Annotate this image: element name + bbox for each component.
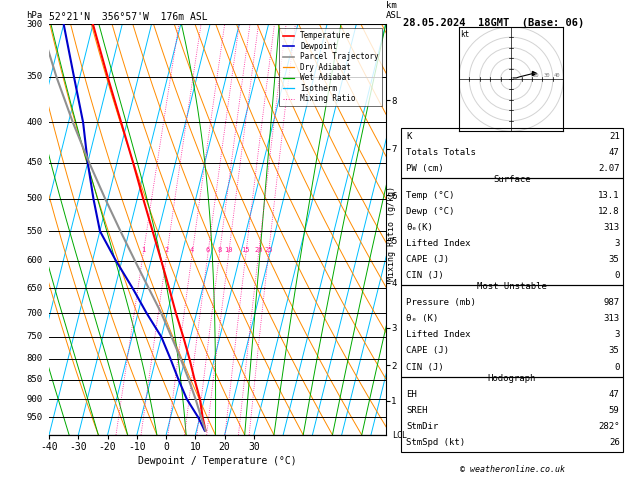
Text: 15: 15 — [242, 247, 250, 253]
Text: 20: 20 — [533, 73, 540, 78]
Legend: Temperature, Dewpoint, Parcel Trajectory, Dry Adiabat, Wet Adiabat, Isotherm, Mi: Temperature, Dewpoint, Parcel Trajectory… — [279, 28, 382, 106]
Text: SREH: SREH — [406, 406, 428, 415]
Text: 59: 59 — [609, 406, 620, 415]
Text: Pressure (mb): Pressure (mb) — [406, 298, 476, 307]
Text: 3: 3 — [614, 330, 620, 339]
Text: 52°21'N  356°57'W  176m ASL: 52°21'N 356°57'W 176m ASL — [49, 12, 208, 22]
Text: Lifted Index: Lifted Index — [406, 239, 471, 248]
X-axis label: Dewpoint / Temperature (°C): Dewpoint / Temperature (°C) — [138, 456, 297, 466]
Text: 13.1: 13.1 — [598, 191, 620, 200]
Text: 47: 47 — [609, 390, 620, 399]
Text: 4: 4 — [190, 247, 194, 253]
Text: 2: 2 — [165, 247, 169, 253]
Text: Lifted Index: Lifted Index — [406, 330, 471, 339]
Text: 313: 313 — [603, 314, 620, 323]
Text: θₑ(K): θₑ(K) — [406, 223, 433, 232]
Text: 35: 35 — [609, 347, 620, 355]
Text: 47: 47 — [609, 148, 620, 156]
Text: EH: EH — [406, 390, 417, 399]
Text: LCL: LCL — [392, 431, 408, 439]
Text: 987: 987 — [603, 298, 620, 307]
Text: 35: 35 — [609, 255, 620, 264]
Text: Mixing Ratio (g/kg): Mixing Ratio (g/kg) — [387, 186, 396, 281]
Text: CIN (J): CIN (J) — [406, 363, 444, 371]
Text: 350: 350 — [26, 72, 42, 81]
Text: 850: 850 — [26, 375, 42, 384]
Text: 40: 40 — [554, 73, 560, 78]
Text: kt: kt — [460, 30, 469, 39]
Text: 550: 550 — [26, 226, 42, 236]
Text: 0: 0 — [614, 363, 620, 371]
Text: 6: 6 — [206, 247, 210, 253]
Text: 12.8: 12.8 — [598, 207, 620, 216]
Text: 600: 600 — [26, 256, 42, 265]
Text: 950: 950 — [26, 413, 42, 422]
Text: hPa: hPa — [26, 11, 42, 20]
Text: 282°: 282° — [598, 422, 620, 431]
Text: 20: 20 — [254, 247, 262, 253]
Text: CIN (J): CIN (J) — [406, 271, 444, 280]
Text: 900: 900 — [26, 395, 42, 403]
Text: 700: 700 — [26, 309, 42, 318]
Text: 1: 1 — [141, 247, 145, 253]
Text: CAPE (J): CAPE (J) — [406, 255, 449, 264]
Text: 800: 800 — [26, 354, 42, 364]
Text: 0: 0 — [614, 271, 620, 280]
Text: Dewp (°C): Dewp (°C) — [406, 207, 455, 216]
Text: CAPE (J): CAPE (J) — [406, 347, 449, 355]
Text: km
ASL: km ASL — [386, 1, 402, 20]
Text: 8: 8 — [217, 247, 221, 253]
Text: 400: 400 — [26, 118, 42, 127]
Text: 26: 26 — [609, 438, 620, 447]
Text: 30: 30 — [543, 73, 550, 78]
Text: 2.07: 2.07 — [598, 164, 620, 173]
Text: PW (cm): PW (cm) — [406, 164, 444, 173]
Text: 25: 25 — [264, 247, 272, 253]
Text: Surface: Surface — [493, 175, 531, 184]
Text: 300: 300 — [26, 20, 42, 29]
Text: © weatheronline.co.uk: © weatheronline.co.uk — [460, 465, 564, 474]
Text: θₑ (K): θₑ (K) — [406, 314, 438, 323]
Text: K: K — [406, 132, 412, 140]
Text: 313: 313 — [603, 223, 620, 232]
Text: 650: 650 — [26, 283, 42, 293]
Text: 750: 750 — [26, 332, 42, 341]
Text: 10: 10 — [225, 247, 233, 253]
Text: Totals Totals: Totals Totals — [406, 148, 476, 156]
Text: 3: 3 — [614, 239, 620, 248]
Text: StmSpd (kt): StmSpd (kt) — [406, 438, 465, 447]
Text: Hodograph: Hodograph — [488, 374, 536, 383]
Text: Temp (°C): Temp (°C) — [406, 191, 455, 200]
Text: 450: 450 — [26, 158, 42, 167]
Text: Most Unstable: Most Unstable — [477, 282, 547, 291]
Text: 500: 500 — [26, 194, 42, 203]
Text: 21: 21 — [609, 132, 620, 140]
Text: 28.05.2024  18GMT  (Base: 06): 28.05.2024 18GMT (Base: 06) — [403, 18, 584, 28]
Text: StmDir: StmDir — [406, 422, 438, 431]
